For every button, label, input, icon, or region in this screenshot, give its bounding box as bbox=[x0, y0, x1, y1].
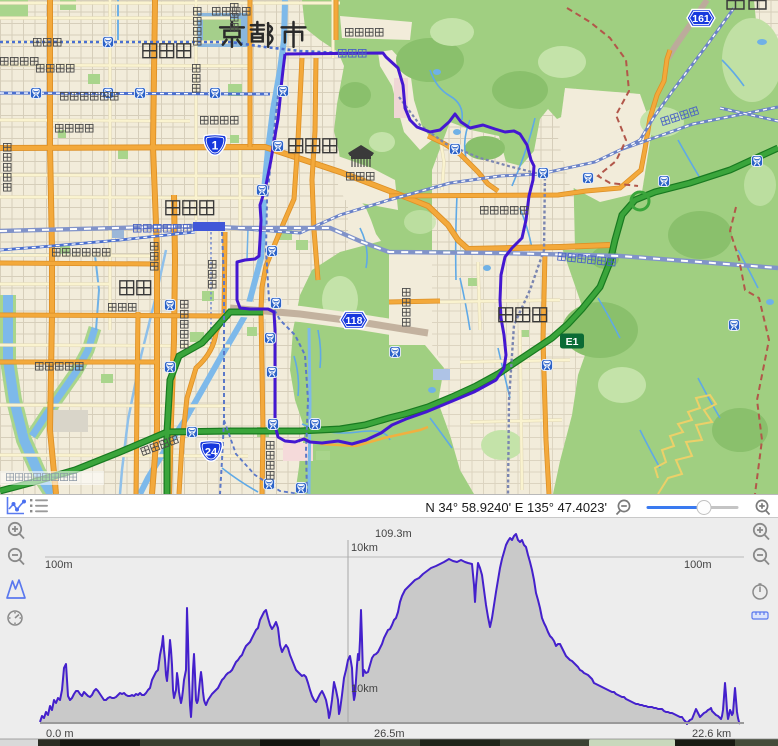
svg-text:161: 161 bbox=[692, 13, 710, 25]
svg-text:22.6 km: 22.6 km bbox=[692, 728, 731, 740]
svg-text:118: 118 bbox=[346, 315, 363, 327]
svg-text:E1: E1 bbox=[566, 336, 579, 348]
svg-text:N 34° 58.9240' E 135° 47.4023': N 34° 58.9240' E 135° 47.4023' bbox=[425, 500, 607, 515]
svg-text:26.5m: 26.5m bbox=[374, 728, 405, 740]
svg-text:10km: 10km bbox=[351, 683, 378, 695]
svg-text:100m: 100m bbox=[684, 559, 712, 571]
svg-text:100m: 100m bbox=[45, 559, 73, 571]
svg-text:1: 1 bbox=[212, 139, 219, 153]
svg-text:10km: 10km bbox=[351, 542, 378, 554]
svg-text:24: 24 bbox=[205, 447, 218, 459]
svg-text:109.3m: 109.3m bbox=[375, 528, 412, 540]
svg-text:0.0 m: 0.0 m bbox=[46, 728, 74, 740]
